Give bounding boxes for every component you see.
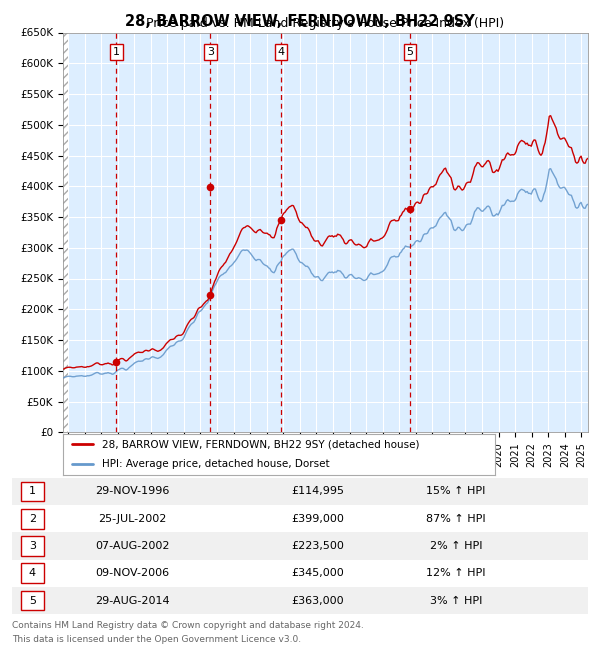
Text: 4: 4 <box>277 47 284 57</box>
Text: £114,995: £114,995 <box>292 486 344 497</box>
Text: 5: 5 <box>29 595 36 606</box>
Text: HPI: Average price, detached house, Dorset: HPI: Average price, detached house, Dors… <box>102 460 329 469</box>
Text: 5: 5 <box>407 47 413 57</box>
Text: 1: 1 <box>29 486 36 497</box>
Text: 3: 3 <box>207 47 214 57</box>
Text: This data is licensed under the Open Government Licence v3.0.: This data is licensed under the Open Gov… <box>12 634 301 644</box>
Text: 2: 2 <box>29 514 36 524</box>
Text: 28, BARROW VIEW, FERNDOWN, BH22 9SY: 28, BARROW VIEW, FERNDOWN, BH22 9SY <box>125 14 475 29</box>
Title: Price paid vs. HM Land Registry's House Price Index (HPI): Price paid vs. HM Land Registry's House … <box>146 17 505 30</box>
Text: Contains HM Land Registry data © Crown copyright and database right 2024.: Contains HM Land Registry data © Crown c… <box>12 621 364 630</box>
Text: 29-AUG-2014: 29-AUG-2014 <box>95 595 169 606</box>
Text: 3: 3 <box>29 541 36 551</box>
Text: 3% ↑ HPI: 3% ↑ HPI <box>430 595 482 606</box>
Text: 28, BARROW VIEW, FERNDOWN, BH22 9SY (detached house): 28, BARROW VIEW, FERNDOWN, BH22 9SY (det… <box>102 439 419 449</box>
Text: £345,000: £345,000 <box>292 568 344 578</box>
Bar <box>63 32 68 432</box>
Text: 4: 4 <box>29 568 36 578</box>
Text: £363,000: £363,000 <box>292 595 344 606</box>
Text: 1: 1 <box>113 47 120 57</box>
Text: 87% ↑ HPI: 87% ↑ HPI <box>426 514 486 524</box>
Text: £399,000: £399,000 <box>292 514 344 524</box>
Text: £223,500: £223,500 <box>292 541 344 551</box>
Text: 25-JUL-2002: 25-JUL-2002 <box>98 514 166 524</box>
Text: 29-NOV-1996: 29-NOV-1996 <box>95 486 169 497</box>
Text: 2% ↑ HPI: 2% ↑ HPI <box>430 541 482 551</box>
Text: 09-NOV-2006: 09-NOV-2006 <box>95 568 169 578</box>
Text: 07-AUG-2002: 07-AUG-2002 <box>95 541 169 551</box>
Text: 12% ↑ HPI: 12% ↑ HPI <box>426 568 486 578</box>
Text: 15% ↑ HPI: 15% ↑ HPI <box>427 486 485 497</box>
